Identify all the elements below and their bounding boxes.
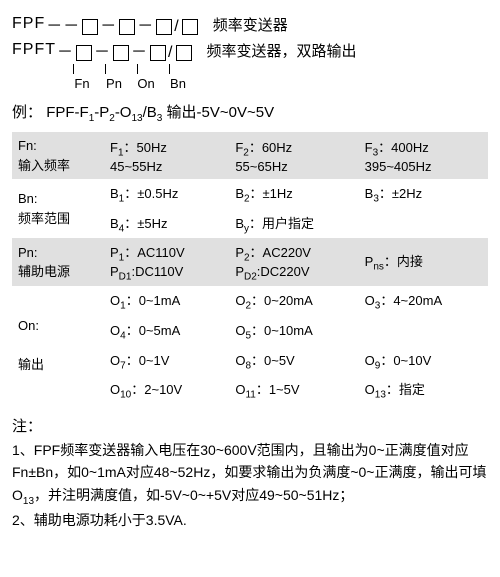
model-prefix-fpft: FPFT (12, 41, 56, 59)
notes-block: 注： 1、FPF频率变送器输入电压在30~600V范围内，且输出为0~正满度值对… (12, 415, 488, 532)
row-fn: Fn: 输入频率 F1：50Hz 45~55Hz F2：60Hz 55~65Hz… (12, 132, 488, 179)
tick-marks (66, 64, 488, 74)
hdr-pn: Pn: 辅助电源 (12, 238, 104, 286)
legend-row: Fn Pn On Bn (66, 76, 488, 91)
row-on-1: On: 输出 O1：0~1mA O2：0~20mA O3：4~20mA (12, 286, 488, 316)
hdr-fn: Fn: 输入频率 (12, 132, 104, 179)
model-label-fpf: 频率变送器 (213, 14, 288, 35)
model-label-fpft: 频率变送器，双路输出 (207, 40, 357, 61)
model-code-block: FPF －－－－/ 频率变送器 FPFT －－－/ 频率变送器，双路输出 Fn … (12, 12, 488, 91)
row-pn: Pn: 辅助电源 P1：AC110V PD1:DC110V P2：AC220V … (12, 238, 488, 286)
legend-fn: Fn (66, 76, 98, 91)
notes-title: 注： (12, 415, 488, 439)
note-2: 2、辅助电源功耗小于3.5VA. (12, 509, 488, 531)
example-line: 例： FPF-F1-P2-O13/B3 输出-5V~0V~5V (12, 101, 488, 124)
note-1: 1、FPF频率变送器输入电压在30~600V范围内，且输出为0~正满度值对应Fn… (12, 439, 488, 510)
row-bn-1: Bn: 频率范围 B1：±0.5Hz B2：±1Hz B3：±2Hz (12, 179, 488, 209)
param-table: Fn: 输入频率 F1：50Hz 45~55Hz F2：60Hz 55~65Hz… (12, 132, 488, 405)
model-prefix-fpf: FPF (12, 15, 45, 33)
hdr-on: On: 输出 (12, 286, 104, 404)
hdr-bn: Bn: 频率范围 (12, 179, 104, 238)
legend-on: On (130, 76, 162, 91)
model-row-fpf: FPF －－－－/ 频率变送器 (12, 12, 488, 36)
legend-bn: Bn (162, 76, 194, 91)
legend-pn: Pn (98, 76, 130, 91)
model-row-fpft: FPFT －－－/ 频率变送器，双路输出 (12, 38, 488, 62)
